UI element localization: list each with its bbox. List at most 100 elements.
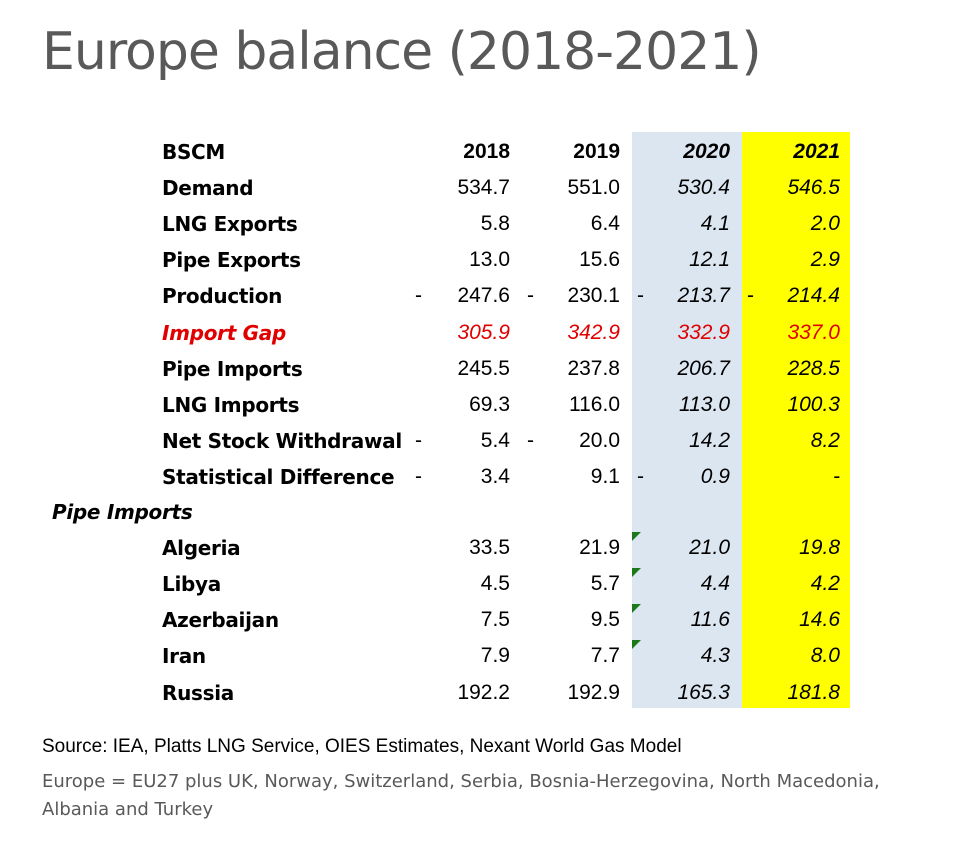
cell-comment-flag-icon [632,604,641,614]
row-value-2018: 534.7 [457,176,510,200]
row-label: Pipe Imports [162,356,303,381]
negative-sign: - [637,464,644,488]
row-value-2019: 7.7 [590,644,620,668]
row-value-2021: 2.0 [810,212,840,236]
table-row: Pipe Imports 245.5 237.8 206.7 228.5 [52,351,852,387]
row-value-2019: 15.6 [579,248,620,272]
table-row: Azerbaijan 7.5 9.5 11.6 14.6 [52,602,852,638]
row-value-2018: 305.9 [457,320,510,344]
table-row: Iran 7.9 7.7 4.3 8.0 [52,638,852,674]
header-year-2021: 2021 [793,140,840,163]
column-band-2021 [742,132,850,708]
row-value-2020: 206.7 [677,356,730,380]
row-value-2018: 13.0 [469,248,510,272]
row-value-2020: 213.7 [677,284,730,308]
row-value-2021: 228.5 [787,356,840,380]
row-label: Production [162,284,283,309]
row-value-2020: 0.9 [700,464,730,488]
row-value-2019: 9.5 [590,608,620,632]
row-label: Import Gap [162,320,286,345]
row-value-2021: 337.0 [787,320,840,344]
row-value-2020: 12.1 [689,248,730,272]
table-row: Algeria 33.5 21.9 21.0 19.8 [52,530,852,566]
row-value-2019: 20.0 [579,428,620,452]
table-row: Net Stock Withdrawal 5.4-20.0-14.2 8.2 [52,423,852,459]
row-value-2020: 11.6 [690,608,730,632]
row-value-2018: 4.5 [480,572,510,596]
row-value-2021: 19.8 [799,536,840,560]
row-value-2018: 5.8 [480,212,510,236]
column-band-2020 [632,132,742,708]
cell-comment-flag-icon [632,532,641,542]
cell-comment-flag-icon [632,568,641,578]
row-label: Iran [162,644,206,669]
row-value-2018: 245.5 [457,356,510,380]
section-label: Pipe Imports [52,500,193,524]
row-label: Azerbaijan [162,608,279,633]
row-value-2019: 342.9 [567,320,620,344]
row-value-2021: 14.6 [799,608,840,632]
row-label: LNG Exports [162,212,298,237]
row-value-2021: 214.4 [787,284,840,308]
negative-sign: - [637,284,644,308]
negative-sign: - [415,428,422,452]
region-note: Europe = EU27 plus UK, Norway, Switzerla… [42,771,880,820]
row-value-2021: 546.5 [787,176,840,200]
negative-sign: - [415,284,422,308]
negative-sign: - [527,428,534,452]
row-value-2021: 4.2 [810,572,840,596]
page-title: Europe balance (2018-2021) [42,22,762,82]
row-label: Net Stock Withdrawal [162,428,402,453]
row-label: Statistical Difference [162,464,395,489]
row-value-2019: 5.7 [590,572,620,596]
row-label: Russia [162,680,234,705]
source-note: Source: IEA, Platts LNG Service, OIES Es… [42,736,682,757]
table-row: Production 247.6-230.1-213.7-214.4- [52,278,852,314]
row-value-2021: 100.3 [787,392,840,416]
row-value-2020: 14.2 [689,428,730,452]
section-row: Pipe Imports [52,494,852,530]
table-row: Import Gap 305.9 342.9 332.9 337.0 [52,315,852,351]
row-value-2019: 21.9 [579,536,620,560]
row-value-2020: 21.0 [689,536,730,560]
negative-sign: - [527,284,534,308]
row-value-2018: 7.5 [480,608,510,632]
row-value-2020: 4.1 [700,212,730,236]
header-year-2018: 2018 [463,140,510,163]
row-value-2018: 33.5 [469,536,510,560]
table-row: Russia 192.2 192.9 165.3 181.8 [52,675,852,711]
row-value-2018: 247.6 [457,284,510,308]
row-label: Algeria [162,536,241,561]
negative-sign: - [747,284,754,308]
table-row: LNG Exports 5.8 6.4 4.1 2.0 [52,206,852,242]
row-value-2019: 237.8 [567,356,620,380]
row-label: Libya [162,572,221,597]
row-value-2020: 165.3 [677,680,730,704]
negative-sign: - [415,464,422,488]
row-value-2021: - [833,464,840,488]
row-label: LNG Imports [162,392,300,417]
table-row: Libya 4.5 5.7 4.4 4.2 [52,566,852,602]
row-value-2021: 2.9 [810,248,840,272]
row-value-2018: 5.4 [480,428,510,452]
row-value-2021: 8.0 [810,644,840,668]
row-label: Demand [162,176,254,201]
row-value-2020: 4.4 [700,572,730,596]
row-value-2019: 6.4 [590,212,620,236]
row-value-2018: 69.3 [469,392,510,416]
row-value-2020: 4.3 [700,644,730,668]
row-value-2018: 7.9 [480,644,510,668]
row-label: Pipe Exports [162,248,301,273]
row-value-2020: 530.4 [677,176,730,200]
row-value-2020: 113.0 [679,392,730,416]
row-value-2019: 551.0 [567,176,620,200]
row-value-2021: 181.8 [787,680,840,704]
row-value-2020: 332.9 [677,320,730,344]
row-value-2018: 3.4 [480,464,510,488]
table-row: Statistical Difference 3.4-9.1 0.9- - [52,459,852,495]
row-value-2019: 116.0 [569,392,620,416]
header-label: BSCM [162,140,226,164]
table-row: LNG Imports 69.3 116.0 113.0 100.3 [52,387,852,423]
row-value-2019: 9.1 [590,464,620,488]
header-year-2020: 2020 [683,140,730,163]
